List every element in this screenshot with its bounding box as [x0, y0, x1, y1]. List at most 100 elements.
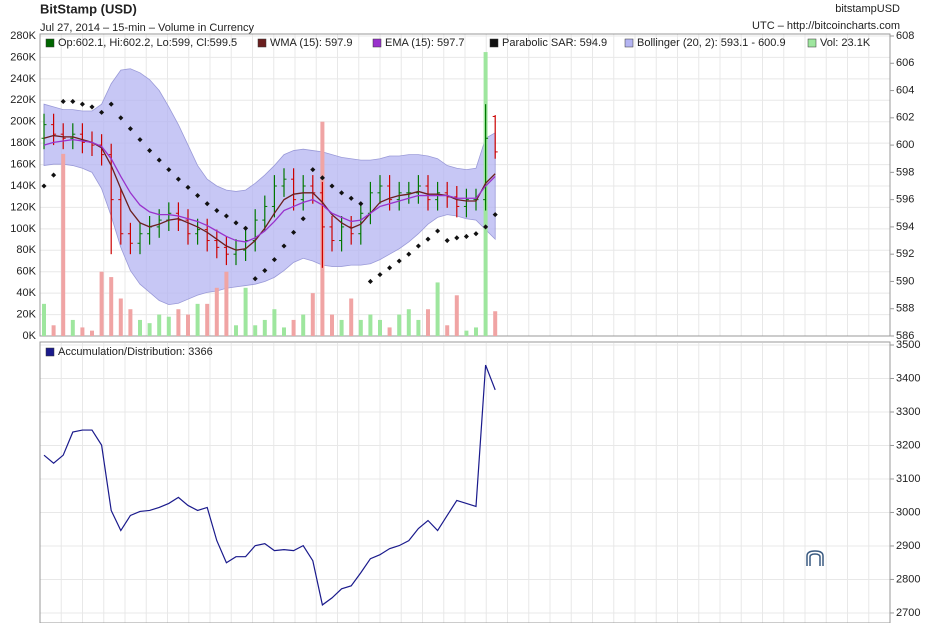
volume-bar	[397, 314, 402, 336]
volume-bar	[234, 325, 238, 336]
bottom-panel-frame	[39, 341, 891, 623]
legend-label: Vol: 23.1K	[820, 37, 871, 49]
volume-bar	[474, 327, 478, 336]
volume-bar	[176, 309, 181, 336]
y2-tick-label: 260K	[10, 51, 36, 63]
volume-bar	[51, 325, 56, 336]
volume-bar	[330, 314, 334, 336]
y2-tick-label: 60K	[16, 266, 36, 278]
volume-bar	[378, 319, 382, 336]
sar-dot	[137, 137, 143, 143]
volume-bar	[42, 303, 46, 336]
legend-key	[257, 38, 267, 48]
volume-bar	[70, 319, 75, 336]
sar-dot	[310, 167, 316, 173]
y-tick-label: 600	[896, 139, 914, 151]
y-tick-label: 3300	[896, 406, 920, 418]
y-tick-label: 590	[896, 275, 914, 287]
sar-dot	[281, 243, 287, 249]
y2-tick-label: 100K	[10, 223, 36, 235]
y-tick-label: 2900	[896, 540, 920, 552]
volume-bar	[157, 314, 162, 336]
y-tick-label: 594	[896, 221, 914, 233]
volume-bar	[454, 295, 459, 336]
sar-dot	[243, 225, 249, 231]
volume-bar	[493, 311, 498, 336]
volume-bar	[358, 319, 363, 336]
legend-label: EMA (15): 597.7	[385, 37, 465, 49]
icon	[806, 550, 824, 566]
y2-tick-label: 180K	[10, 137, 36, 149]
sar-dot	[252, 276, 258, 282]
volume-bar	[128, 309, 133, 336]
volume-bar	[224, 271, 229, 336]
volume-bar	[339, 319, 344, 336]
legend-key	[372, 38, 382, 48]
volume-bar	[349, 298, 354, 336]
y2-tick-label: 120K	[10, 201, 36, 213]
chart-title: BitStamp (USD)	[40, 1, 137, 16]
volume-bar	[406, 309, 411, 336]
volume-bar	[262, 319, 267, 336]
volume-bar	[301, 314, 306, 336]
y2-tick-label: 240K	[10, 73, 36, 85]
volume-bar	[186, 314, 190, 336]
sar-dot	[118, 115, 124, 121]
sar-dot	[156, 157, 162, 163]
y-tick-label: 3100	[896, 473, 920, 485]
legend-key	[624, 38, 634, 48]
legend-label: WMA (15): 597.9	[270, 37, 353, 49]
volume-bar	[99, 271, 104, 336]
y-tick-label: 2700	[896, 607, 920, 619]
y-tick-label: 608	[896, 30, 914, 42]
volume-bar	[435, 282, 440, 336]
sar-dot	[214, 207, 220, 214]
y-tick-label: 602	[896, 112, 914, 124]
sar-dot	[425, 236, 431, 242]
y-tick-label: 3000	[896, 506, 920, 518]
y2-tick-label: 200K	[10, 116, 36, 128]
volume-bar	[253, 325, 258, 336]
volume-bar	[138, 319, 142, 336]
sar-dot	[463, 233, 469, 240]
volume-bar	[90, 330, 94, 336]
volume-bar	[416, 319, 421, 336]
sar-dot	[339, 190, 345, 196]
volume-bar	[61, 153, 66, 336]
y-tick-label: 592	[896, 248, 914, 260]
legend-label: Parabolic SAR: 594.9	[502, 37, 607, 49]
y-tick-label: 2800	[896, 573, 920, 585]
sar-dot	[358, 201, 364, 207]
sar-dot	[271, 257, 277, 263]
volume-bar	[147, 323, 152, 336]
y2-tick-label: 40K	[16, 287, 36, 299]
volume-bar	[426, 309, 430, 336]
legend-key	[489, 38, 499, 48]
y2-tick-label: 280K	[10, 30, 36, 42]
volume-bar	[272, 309, 277, 336]
volume-bar	[282, 327, 286, 336]
volume-bar	[195, 303, 200, 336]
sar-dot	[108, 101, 114, 107]
volume-bar	[214, 287, 219, 336]
sar-dot	[348, 195, 354, 201]
sar-dot	[406, 251, 412, 257]
y-tick-label: 598	[896, 166, 914, 178]
volume-bar	[291, 319, 296, 336]
volume-bar	[109, 277, 114, 336]
y2-tick-label: 80K	[16, 244, 36, 256]
symbol: bitstampUSD	[835, 3, 900, 15]
y2-tick-label: 0K	[23, 330, 37, 342]
legend-label: Bollinger (20, 2): 593.1 - 600.9	[637, 37, 786, 49]
indicator-line	[43, 138, 496, 243]
sar-dot	[396, 258, 402, 264]
volume-bar	[166, 316, 171, 336]
indicator-line	[43, 134, 496, 251]
sar-dot	[377, 272, 383, 278]
y-tick-label: 3200	[896, 439, 920, 451]
y2-tick-label: 140K	[10, 180, 36, 192]
sar-dot	[166, 167, 172, 173]
ad-line	[43, 364, 496, 606]
y-tick-label: 604	[896, 84, 914, 96]
